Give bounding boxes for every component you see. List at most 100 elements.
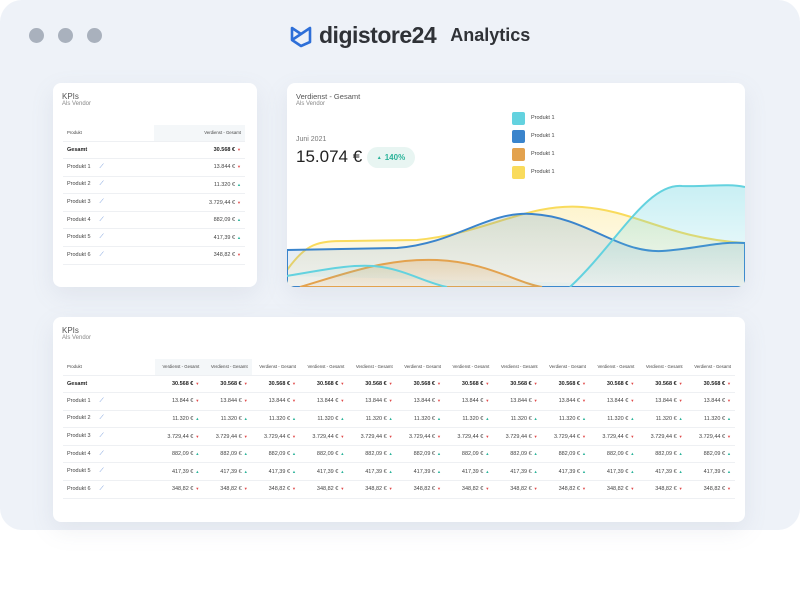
card-subtitle: Als Vendor [62,335,92,341]
legend-item[interactable]: Produkt 1 [512,109,555,127]
value-text: 11.320 € [365,415,387,422]
trend-chart-icon[interactable]: ⟋ [99,216,104,223]
value-cell: 30.568 € ▼ [348,375,397,394]
legend-label: Produkt 1 [531,169,555,175]
column-header-value[interactable]: Verdienst - Gesamt [493,359,542,376]
product-name: Produkt 4 [67,216,91,223]
table-row[interactable]: Produkt 1 ⟋ 13.844 € ▼ [63,158,245,177]
app-window: digistore24 Analytics KPIs Als Vendor Pr… [0,0,800,530]
value-text: 13.844 € [558,398,580,405]
column-header-value[interactable]: Verdienst - Gesamt [686,359,735,376]
value-cell: 348,82 € ▼ [348,480,397,499]
trend-down-icon: ▼ [340,486,345,492]
trend-chart-icon[interactable]: ⟋ [99,450,104,457]
column-header-value[interactable]: Verdienst - Gesamt [203,359,252,376]
trend-up-icon: ▲ [581,451,586,457]
table-row[interactable]: Produkt 3 ⟋ 3.729,44 € ▼ 3.729,44 € ▼ 3.729,44… [63,427,735,446]
value-cell: 13.844 € ▼ [541,392,590,411]
trend-chart-icon[interactable]: ⟋ [99,468,104,475]
value-cell: 882,09 € ▲ [155,445,204,464]
trend-up-icon: ▲ [388,451,393,457]
trend-down-icon: ▼ [195,398,200,404]
value-cell: 882,09 € ▲ [396,445,445,464]
value-text: 882,09 € [606,451,629,458]
table-row[interactable]: Produkt 4 ⟋ 882,09 € ▲ [63,211,245,230]
column-header-value[interactable]: Verdienst - Gesamt [444,359,494,376]
window-control-dot[interactable] [87,28,102,43]
trend-chart-icon[interactable]: ⟋ [99,199,104,206]
trend-down-icon: ▼ [243,398,248,404]
trend-chart-icon[interactable]: ⟋ [99,163,104,170]
trend-chart-icon[interactable]: ⟋ [99,251,104,258]
column-header-value[interactable]: Verdienst - Gesamt [589,359,639,376]
table-row[interactable]: Produkt 2 ⟋ 11.320 € ▲ 11.320 € ▲ 11.320 € ▲ 11.… [63,410,735,429]
legend-item[interactable]: Produkt 1 [512,163,555,181]
trend-chart-icon[interactable]: ⟋ [99,397,104,404]
trend-chart-icon[interactable]: ⟋ [99,433,104,440]
chart-legend: Produkt 1 Produkt 1 Produkt 1 Produkt 1 [512,109,555,181]
trend-chart-icon[interactable]: ⟋ [99,234,104,241]
trend-chart-icon[interactable]: ⟋ [99,415,104,422]
legend-item[interactable]: Produkt 1 [512,127,555,145]
value-cell: 882,09 € ▲ [589,445,639,464]
trend-down-icon: ▼ [292,486,296,492]
value-text: 417,39 € [171,468,194,475]
trend-down-icon: ▼ [727,398,731,404]
trend-down-icon: ▼ [388,398,393,404]
table-row[interactable]: Produkt 2 ⟋ 11.320 € ▲ [63,176,245,195]
window-control-dot[interactable] [58,28,73,43]
table-row[interactable]: Produkt 6 ⟋ 348,82 € ▼ [63,246,245,265]
value-cell: 13.844 € ▼ [155,392,204,411]
value-text: 3.729,44 € [360,433,387,440]
legend-item[interactable]: Produkt 1 [512,145,555,163]
product-name: Produkt 6 [67,251,91,258]
trend-down-icon: ▼ [727,380,731,386]
value-cell: 348,82 € ▼ [541,480,590,499]
value-cell: 882,09 € ▲ [153,211,245,230]
column-header-value[interactable]: Verdienst - Gesamt [251,359,300,376]
value-cell: 348,82 € ▼ [493,480,542,499]
value-text: 417,39 € [655,468,677,475]
table-row[interactable]: Produkt 1 ⟋ 13.844 € ▼ 13.844 € ▼ 13.844 € ▼ 13.… [63,392,735,411]
trend-up-icon: ▲ [485,415,490,421]
trend-down-icon: ▼ [243,486,248,492]
column-header-product[interactable]: Produkt [63,125,154,142]
column-header-value[interactable]: Verdienst - Gesamt [638,359,687,376]
trend-up-icon: ▲ [340,468,345,474]
trend-down-icon: ▼ [237,199,241,205]
table-row[interactable]: Produkt 5 ⟋ 417,39 € ▲ [63,228,245,248]
window-control-dot[interactable] [29,28,44,43]
value-text: 882,09 € [461,451,484,458]
trend-up-icon: ▲ [388,468,393,474]
value-cell: 3.729,44 € ▼ [493,427,542,446]
trend-chart-icon[interactable]: ⟋ [99,485,104,492]
value-text: 30.568 € [606,380,629,387]
trend-up-icon: ▲ [678,451,683,457]
column-header-product[interactable]: Produkt [63,359,155,376]
trend-up-icon: ▲ [195,415,200,421]
column-header-value[interactable]: Verdienst - Gesamt [155,359,204,376]
value-cell: 417,39 € ▲ [299,462,349,482]
table-row[interactable]: Gesamt 30.568 € ▼ 30.568 € ▼ 30.568 € ▼ 30.568 … [63,375,735,394]
table-row[interactable]: Produkt 5 ⟋ 417,39 € ▲ 417,39 € ▲ 417,39 € ▲ 417… [63,462,735,482]
table-row[interactable]: Produkt 4 ⟋ 882,09 € ▲ 882,09 € ▲ 882,09 € ▲ 882… [63,445,735,464]
table-row[interactable]: Gesamt 30.568 € ▼ [63,141,245,160]
trend-up-icon: ▲ [630,468,635,474]
value-cell: 13.844 € ▼ [686,392,735,411]
column-header-value[interactable]: Verdienst - Gesamt [396,359,445,376]
trend-chart-icon[interactable]: ⟋ [99,181,104,188]
column-header-value[interactable]: Verdienst - Gesamt [299,359,349,376]
value-text: 30.568 € [316,380,339,387]
column-header-value[interactable]: Verdienst - Gesamt [153,125,245,142]
table-row[interactable]: Produkt 6 ⟋ 348,82 € ▼ 348,82 € ▼ 348,82 € ▼ 348… [63,480,735,499]
value-text: 11.320 € [220,415,242,422]
value-cell: 882,09 € ▲ [299,445,349,464]
trend-down-icon: ▼ [581,433,586,439]
value-text: 417,39 € [558,468,580,475]
product-name-cell: Produkt 3 ⟋ [63,193,154,212]
table-row[interactable]: Produkt 3 ⟋ 3.729,44 € ▼ [63,193,245,212]
column-header-value[interactable]: Verdienst - Gesamt [348,359,397,376]
column-header-value[interactable]: Verdienst - Gesamt [541,359,590,376]
value-cell: 13.844 € ▼ [203,392,252,411]
value-cell: 13.844 € ▼ [348,392,397,411]
